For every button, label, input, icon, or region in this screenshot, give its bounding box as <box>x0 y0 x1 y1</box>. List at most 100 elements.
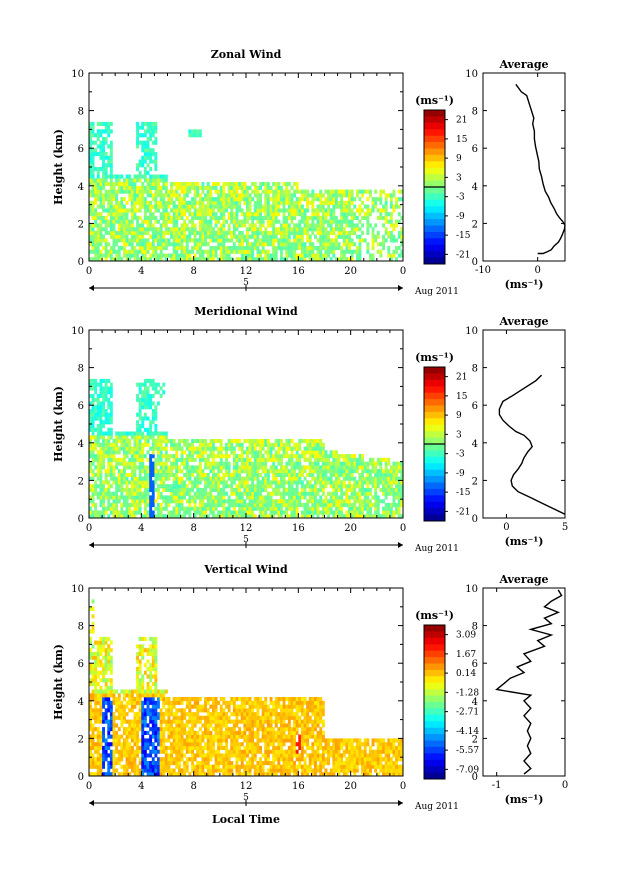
heatmap-cell <box>183 197 187 202</box>
heatmap-cell <box>225 197 228 202</box>
heatmap-cell <box>162 495 166 500</box>
heatmap-cell <box>154 427 158 432</box>
heatmap-cell <box>157 472 160 477</box>
heatmap-cell <box>308 454 312 459</box>
heatmap-cell <box>109 484 113 489</box>
heatmap-cell <box>358 487 362 492</box>
heatmap-cell <box>115 768 119 773</box>
heatmap-cell <box>225 182 228 187</box>
heatmap-cell <box>146 140 150 145</box>
heatmap-cell <box>361 454 364 459</box>
heatmap-cell <box>143 230 147 235</box>
heatmap-cell <box>94 693 98 698</box>
colorbar-tick-label: 9 <box>456 154 462 164</box>
heatmap-cell <box>133 174 137 179</box>
heatmap-cell <box>141 382 145 387</box>
heatmap-cell <box>99 469 103 474</box>
heatmap-cell <box>196 238 200 243</box>
heatmap-cell <box>143 401 147 406</box>
heatmap-cell <box>298 480 302 485</box>
heatmap-cell <box>183 185 187 190</box>
heatmap-cell <box>138 454 142 459</box>
heatmap-cell <box>392 469 396 474</box>
heatmap-cell <box>112 238 116 243</box>
heatmap-cell <box>300 480 304 485</box>
heatmap-cell <box>212 465 215 470</box>
heatmap-cell <box>89 629 92 634</box>
heatmap-cell <box>340 227 344 232</box>
heatmap-cell <box>225 193 228 198</box>
heatmap-cell <box>287 469 291 474</box>
heatmap-cell <box>335 457 338 462</box>
heatmap-cell <box>379 253 383 258</box>
profile-line <box>498 374 566 515</box>
heatmap-cell <box>89 487 92 492</box>
heatmap-cell <box>149 514 153 519</box>
heatmap-cell <box>180 238 184 243</box>
heatmap-cell <box>269 503 273 508</box>
heatmap-cell <box>266 219 270 224</box>
heatmap-cell <box>112 715 116 720</box>
heatmap-cell <box>329 208 333 213</box>
heatmap-cell <box>109 472 113 477</box>
heatmap-cell <box>117 215 121 220</box>
heatmap-cell <box>162 472 166 477</box>
heatmap-cell <box>130 208 134 213</box>
heatmap-cells <box>89 378 404 519</box>
heatmap-cell <box>180 506 184 511</box>
heatmap-cell <box>136 499 139 504</box>
heatmap-cell <box>94 253 98 258</box>
heatmap-cell <box>107 242 111 247</box>
heatmap-cell <box>342 472 346 477</box>
heatmap-cell <box>248 499 252 504</box>
heatmap-cell <box>91 393 95 398</box>
heatmap-cell <box>243 461 247 466</box>
heatmap-cell <box>107 212 111 217</box>
heatmap-cell <box>374 197 378 202</box>
heatmap-cell <box>130 204 134 209</box>
heatmap-cell <box>191 185 194 190</box>
heatmap-cell <box>109 382 113 387</box>
heatmap-cell <box>300 503 304 508</box>
heatmap-cell <box>280 454 283 459</box>
heatmap-cell <box>295 472 299 477</box>
heatmap-cell <box>104 393 108 398</box>
heatmap-cell <box>146 416 150 421</box>
heatmap-cell <box>332 193 336 198</box>
heatmap-cell <box>109 689 113 694</box>
heatmap-cell <box>102 484 105 489</box>
heatmap-cell <box>230 442 234 447</box>
y-tick-label: 4 <box>78 182 84 193</box>
heatmap-cell <box>222 200 226 205</box>
heatmap-cell <box>266 223 270 228</box>
heatmap-cell <box>143 487 147 492</box>
heatmap-cell <box>99 651 103 656</box>
heatmap-cell <box>143 397 147 402</box>
heatmap-cell <box>219 204 223 209</box>
heatmap-cell <box>94 749 98 754</box>
heatmap-cell <box>136 420 139 425</box>
heatmap-cell <box>191 227 194 232</box>
heatmap-cell <box>259 249 262 254</box>
heatmap-cell <box>232 189 236 194</box>
heatmap-cell <box>102 442 105 447</box>
heatmap-cell <box>238 465 242 470</box>
heatmap-cell <box>128 197 132 202</box>
heatmap-cell <box>266 457 270 462</box>
heatmap-cell <box>178 510 181 515</box>
heatmap-cell <box>104 480 108 485</box>
heatmap-cell <box>209 257 213 262</box>
heatmap-cell <box>198 480 202 485</box>
heatmap-cell <box>91 738 95 743</box>
heatmap-cell <box>251 446 255 451</box>
heatmap-cell <box>123 446 126 451</box>
heatmap-cell <box>209 189 213 194</box>
heatmap-cell <box>277 439 281 444</box>
heatmap-cell <box>143 386 147 391</box>
heatmap-cell <box>256 204 260 209</box>
heatmap-cell <box>355 234 359 239</box>
heatmap-cell <box>253 454 257 459</box>
heatmap-cell <box>91 599 95 604</box>
heatmap-cell <box>219 249 223 254</box>
heatmap-cell <box>125 495 129 500</box>
